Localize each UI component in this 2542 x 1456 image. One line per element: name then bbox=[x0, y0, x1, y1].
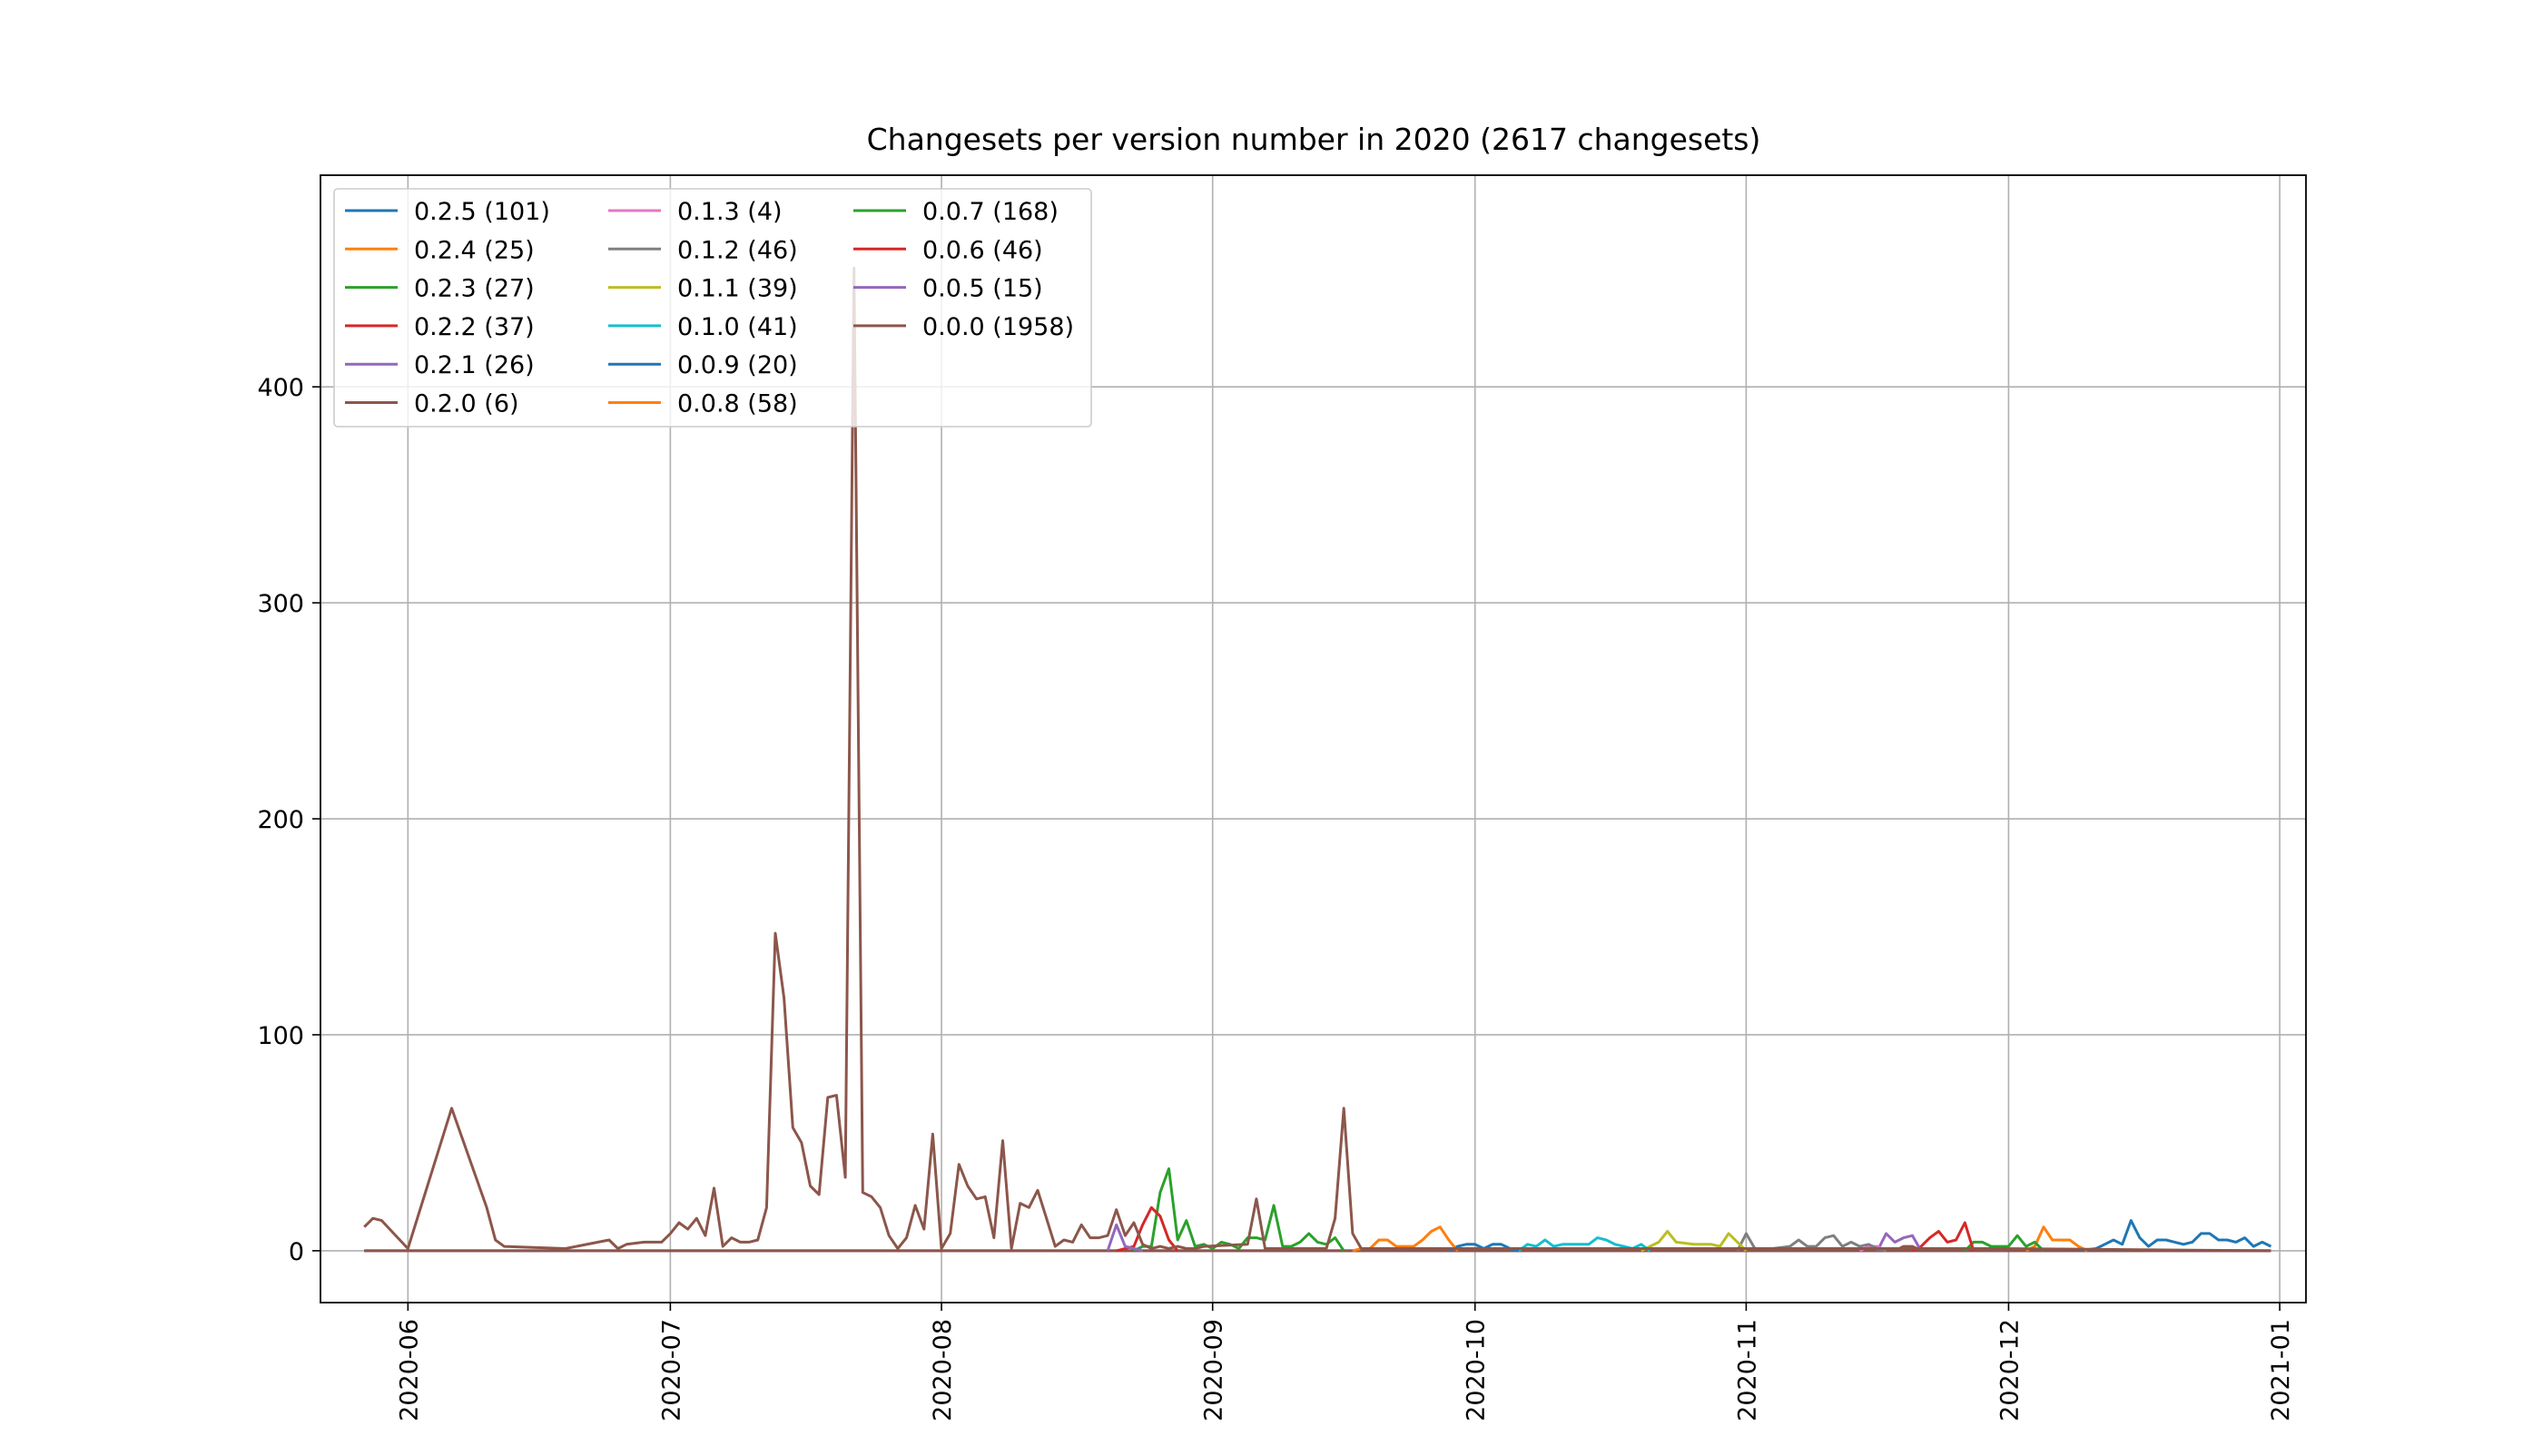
series-line-1 bbox=[2025, 1225, 2088, 1253]
x-tick-label: 2021-01 bbox=[2267, 1319, 2295, 1422]
legend-label: 0.0.7 (168) bbox=[922, 198, 1059, 226]
y-tick-label: 0 bbox=[289, 1238, 304, 1266]
y-tick-label: 300 bbox=[257, 590, 304, 618]
x-tick-label: 2020-07 bbox=[657, 1319, 685, 1422]
series-line-13 bbox=[1116, 1205, 1179, 1253]
legend-label: 0.0.9 (20) bbox=[677, 351, 798, 379]
series-lines bbox=[363, 266, 2272, 1253]
x-tick-label: 2020-11 bbox=[1733, 1319, 1761, 1422]
x-tick-label: 2020-06 bbox=[395, 1319, 423, 1422]
series-line-8 bbox=[1640, 1230, 1748, 1253]
y-tick-label: 400 bbox=[257, 374, 304, 402]
axes bbox=[320, 174, 2307, 1304]
x-tick-label: 2020-12 bbox=[1995, 1319, 2024, 1422]
legend: 0.2.5 (101) 0.2.4 (25) 0.2.3 (27) 0.2.2 (37… bbox=[333, 188, 1092, 428]
x-axis-ticks: 2020-06 2020-07 2020-08 2020-09 2020-10 2020-… bbox=[395, 1303, 2295, 1422]
legend-label: 0.0.8 (58) bbox=[677, 390, 798, 418]
chart-title: Changesets per version number in 2020 (2… bbox=[867, 122, 1761, 157]
series-line-0 bbox=[2078, 1219, 2272, 1253]
series-line-4 bbox=[1876, 1232, 1923, 1252]
y-axis-ticks: 0 100 200 300 400 bbox=[257, 374, 320, 1266]
legend-label: 0.2.4 (25) bbox=[414, 236, 535, 264]
legend-label: 0.2.3 (27) bbox=[414, 275, 535, 303]
legend-label: 0.0.0 (1958) bbox=[922, 313, 1074, 341]
legend-label: 0.2.0 (6) bbox=[414, 390, 519, 418]
series-line-12 bbox=[1133, 1167, 1345, 1253]
x-tick-label: 2020-10 bbox=[1463, 1319, 1491, 1422]
series-line-2 bbox=[1964, 1234, 2045, 1252]
x-tick-label: 2020-09 bbox=[1200, 1319, 1228, 1422]
legend-label: 0.2.1 (26) bbox=[414, 351, 535, 379]
legend-label: 0.1.3 (4) bbox=[677, 198, 783, 226]
legend-label: 0.0.5 (15) bbox=[922, 275, 1043, 303]
series-line-3 bbox=[1911, 1221, 1975, 1253]
legend-label: 0.2.2 (37) bbox=[414, 313, 535, 341]
legend-label: 0.1.1 (39) bbox=[677, 275, 798, 303]
y-tick-label: 200 bbox=[257, 806, 304, 834]
legend-label: 0.0.6 (46) bbox=[922, 236, 1043, 264]
legend-label: 0.1.0 (41) bbox=[677, 313, 798, 341]
series-line-11 bbox=[1352, 1225, 1459, 1253]
legend-label: 0.1.2 (46) bbox=[677, 236, 798, 264]
x-tick-label: 2020-08 bbox=[929, 1319, 957, 1422]
legend-label: 0.2.5 (101) bbox=[414, 198, 550, 226]
y-tick-label: 100 bbox=[257, 1022, 304, 1050]
series-line-15 bbox=[363, 266, 2271, 1253]
series-line-14 bbox=[1106, 1223, 1143, 1253]
plot-frame bbox=[320, 174, 2307, 1304]
